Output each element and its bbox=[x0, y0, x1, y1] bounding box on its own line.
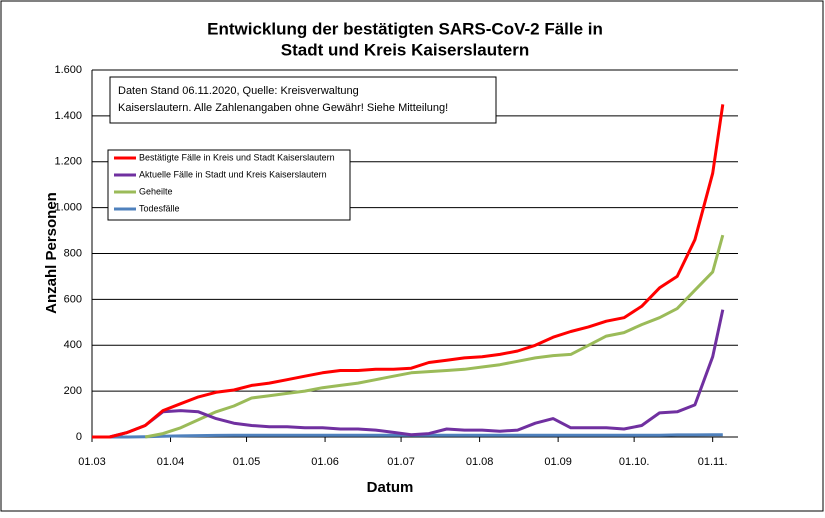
series-line bbox=[92, 104, 725, 439]
x-tick-label: 01.11. bbox=[698, 456, 728, 468]
x-tick-label: 01.07 bbox=[387, 456, 415, 468]
legend-label: Geheilte bbox=[139, 186, 173, 196]
legend-box bbox=[107, 149, 351, 221]
x-tick-label: 01.04 bbox=[157, 456, 185, 468]
x-tick-label: 01.10. bbox=[619, 456, 650, 468]
y-tick-label: 600 bbox=[64, 293, 82, 305]
chart-title: Stadt und Kreis Kaiserslautern bbox=[281, 40, 529, 59]
y-tick-label: 400 bbox=[64, 339, 82, 351]
x-tick-label: 01.08 bbox=[466, 456, 494, 468]
annotation: Kaiserslautern. Alle Zahlenangaben ohne … bbox=[118, 102, 448, 114]
legend-label: Aktuelle Fälle in Stadt und Kreis Kaiser… bbox=[139, 169, 327, 179]
chart-title: Entwicklung der bestätigten SARS-CoV-2 F… bbox=[207, 19, 603, 38]
y-axis-label: Anzahl Personen bbox=[43, 192, 60, 314]
y-tick-label: 1.600 bbox=[54, 64, 82, 76]
annotation: Daten Stand 06.11.2020, Quelle: Kreisver… bbox=[118, 85, 359, 97]
y-tick-label: 1.400 bbox=[54, 110, 82, 122]
x-tick-label: 01.03 bbox=[78, 456, 106, 468]
y-tick-label: 200 bbox=[64, 385, 82, 397]
x-axis-label: Datum bbox=[367, 479, 414, 496]
x-tick-label: 01.06 bbox=[311, 456, 339, 468]
series-line bbox=[144, 234, 725, 439]
series-line bbox=[92, 309, 725, 439]
legend-label: Bestätigte Fälle in Kreis und Stadt Kais… bbox=[139, 152, 335, 162]
legend-label: Todesfälle bbox=[139, 203, 180, 213]
y-tick-label: 1.000 bbox=[54, 202, 82, 214]
y-tick-label: 800 bbox=[64, 247, 82, 259]
x-tick-label: 01.05 bbox=[233, 456, 261, 468]
y-tick-label: 0 bbox=[76, 431, 82, 443]
x-tick-label: 01.09 bbox=[544, 456, 572, 468]
y-tick-label: 1.200 bbox=[54, 156, 82, 168]
annotation-box bbox=[109, 76, 497, 124]
